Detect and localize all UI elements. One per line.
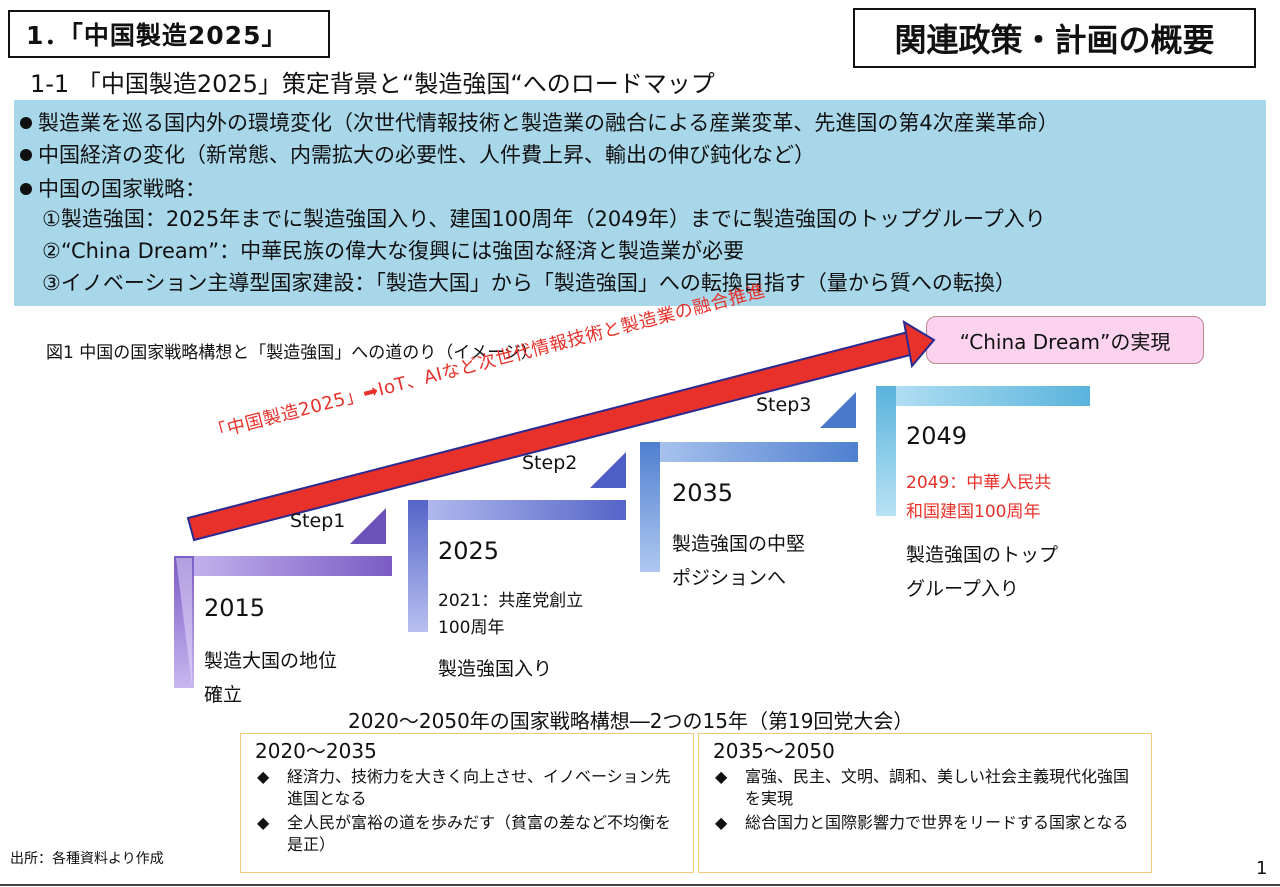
period-item: ◆ 経済力、技術力を大きく向上させ、イノベーション先進国となる <box>255 766 679 810</box>
stage-3-step-shape <box>640 442 858 572</box>
diamond-bullet-icon: ◆ <box>257 813 270 832</box>
strategy-sub-item: ②“China Dream”：中華民族の偉大な復興には強固な経済と製造業が必要 <box>42 239 745 263</box>
period-item-text: 経済力、技術力を大きく向上させ、イノベーション先進国となる <box>287 767 671 808</box>
diamond-bullet-icon: ◆ <box>257 767 270 786</box>
source-note: 出所：各種資料より作成 <box>10 851 164 867</box>
stage-year: 2015 <box>204 594 266 622</box>
bullet-dot-icon <box>20 149 32 161</box>
section-title: 1．「中国製造2025」 <box>8 10 330 58</box>
stage-note: 2021：共産党創立 <box>438 591 584 611</box>
step-label: Step1 <box>290 510 346 532</box>
stage-description: グループ入り <box>906 578 1019 600</box>
stage-note: 和国建国100周年 <box>906 502 1041 522</box>
bullet-text: 中国の国家戦略： <box>38 177 206 201</box>
page-category-title: 関連政策・計画の概要 <box>853 8 1256 68</box>
bullet-item: 中国経済の変化（新常態、内需拡大の必要性、人件費上昇、輸出の伸び鈍化など） <box>14 142 815 168</box>
period-item: ◆ 富強、民主、文明、調和、美しい社会主義現代化強国を実現 <box>713 766 1137 810</box>
strategy-sub-item: ①製造強国：2025年までに製造強国入り、建国100周年（2049年）までに製造… <box>42 207 1046 231</box>
stage-4-step-shape <box>876 386 1090 516</box>
bullet-dot-icon <box>20 117 32 129</box>
step2-triangle-icon <box>590 452 626 488</box>
stage-note: 2049：中華人民共 <box>906 473 1052 493</box>
stage-description: 製造大国の地位 <box>204 650 338 672</box>
period-range: 2020～2035 <box>255 739 377 763</box>
stage-year: 2035 <box>672 479 734 507</box>
strategy-title: 2020～2050年の国家戦略構想―2つの15年（第19回党大会） <box>348 709 914 733</box>
period-item: ◆ 総合国力と国際影響力で世界をリードする国家となる <box>713 812 1137 834</box>
bullet-text: 中国経済の変化（新常態、内需拡大の必要性、人件費上昇、輸出の伸び鈍化など） <box>38 143 815 167</box>
bullet-text: 製造業を巡る国内外の環境変化（次世代情報技術と製造業の融合による産業変革、先進国… <box>38 111 1059 135</box>
step-label: Step3 <box>756 394 812 416</box>
stage-description: ポジションへ <box>672 567 787 589</box>
stage-description: 製造強国の中堅 <box>672 533 806 555</box>
stage-2-step-shape <box>408 500 626 632</box>
footer-divider <box>0 884 1280 886</box>
strategy-sub-item: ③イノベーション主導型国家建設：「製造大国」から「製造強国」への転換目指す（量か… <box>42 271 1016 295</box>
step-label: Step2 <box>522 452 578 474</box>
diamond-bullet-icon: ◆ <box>715 813 728 832</box>
stage-1-step-shape <box>174 556 392 688</box>
stage-note: 100周年 <box>438 618 505 638</box>
stage-year: 2025 <box>438 537 500 565</box>
period-item-text: 総合国力と国際影響力で世界をリードする国家となる <box>745 813 1129 832</box>
stage-description: 確立 <box>204 684 243 706</box>
step3-triangle-icon <box>820 392 856 428</box>
period-box-2035-2050: 2035～2050 ◆ 富強、民主、文明、調和、美しい社会主義現代化強国を実現 … <box>698 733 1152 873</box>
step1-triangle-icon <box>350 508 386 544</box>
bullet-dot-icon <box>20 183 32 195</box>
stage-description: 製造強国のトップ <box>906 544 1059 566</box>
bullet-item: 製造業を巡る国内外の環境変化（次世代情報技術と製造業の融合による産業変革、先進国… <box>14 110 1059 136</box>
diamond-bullet-icon: ◆ <box>715 767 728 786</box>
period-box-2020-2035: 2020～2035 ◆ 経済力、技術力を大きく向上させ、イノベーション先進国とな… <box>240 733 694 873</box>
period-item-text: 全人民が富裕の道を歩みだす（貧富の差など不均衡を是正） <box>287 813 672 854</box>
page-number: 1 <box>1256 858 1268 879</box>
period-item-text: 富強、民主、文明、調和、美しい社会主義現代化強国を実現 <box>745 767 1130 808</box>
progress-arrow <box>186 320 936 542</box>
period-item: ◆ 全人民が富裕の道を歩みだす（貧富の差など不均衡を是正） <box>255 812 679 856</box>
subsection-title: 1-1 「中国製造2025」策定背景と“製造強国“へのロードマップ <box>30 70 715 98</box>
background-summary-box: 製造業を巡る国内外の環境変化（次世代情報技術と製造業の融合による産業変革、先進国… <box>14 100 1266 306</box>
figure-caption: 図1 中国の国家戦略構想と「製造強国」への道のり（イメージ） <box>46 343 538 363</box>
bullet-item: 中国の国家戦略： <box>14 176 206 202</box>
stage-year: 2049 <box>906 422 968 450</box>
stage-description: 製造強国入り <box>438 658 553 680</box>
china-dream-goal-box: “China Dream”の実現 <box>926 316 1204 364</box>
period-range: 2035～2050 <box>713 739 835 763</box>
